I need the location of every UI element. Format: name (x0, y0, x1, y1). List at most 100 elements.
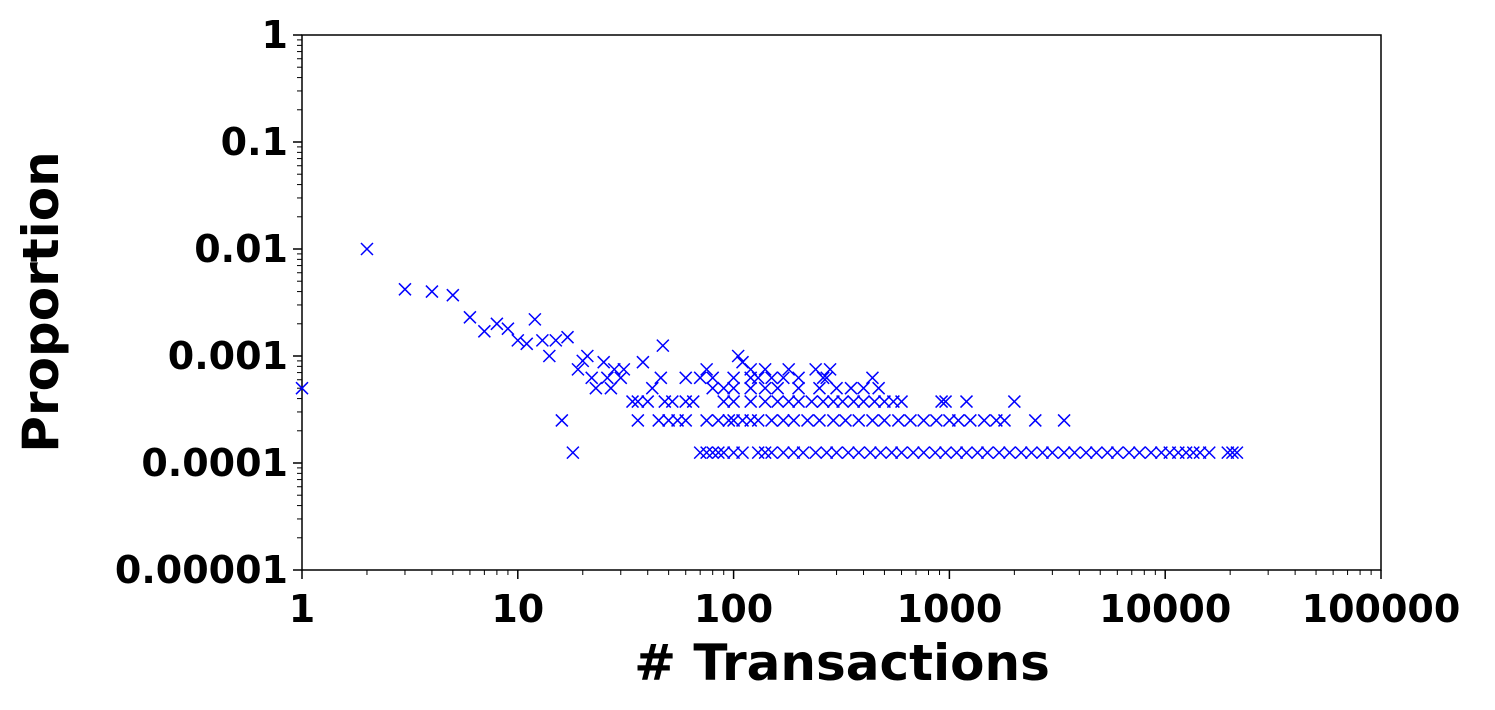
point-stroke (885, 446, 899, 460)
point (856, 395, 871, 409)
point (625, 395, 640, 409)
point (917, 413, 931, 427)
point (604, 381, 618, 395)
point-stroke (935, 395, 949, 409)
point (805, 395, 819, 409)
point (1202, 446, 1216, 460)
point-stroke (980, 446, 994, 460)
point (717, 395, 731, 409)
point (776, 371, 790, 385)
point-stroke (844, 381, 858, 395)
point-stroke (1057, 446, 1071, 460)
point (796, 446, 810, 460)
point (758, 362, 772, 376)
point-stroke (722, 413, 736, 427)
point-stroke (792, 395, 806, 409)
point-stroke (631, 413, 645, 427)
point (816, 395, 830, 409)
point (520, 337, 534, 351)
point (847, 395, 861, 409)
point (693, 371, 707, 385)
point (631, 413, 645, 427)
point-stroke (841, 446, 855, 460)
point (939, 446, 953, 460)
point-stroke (776, 413, 790, 427)
point (830, 381, 844, 395)
point-stroke (706, 446, 720, 460)
point-stroke (617, 362, 631, 376)
point (800, 413, 815, 427)
point (1179, 446, 1193, 460)
point-stroke (787, 413, 801, 427)
point-stroke (731, 349, 745, 363)
point-stroke (736, 355, 750, 369)
point (997, 413, 1012, 427)
point-stroke (939, 395, 953, 409)
point-stroke (787, 446, 801, 460)
point (877, 413, 891, 427)
point (792, 395, 806, 409)
point-stroke (950, 446, 964, 460)
point (549, 333, 563, 347)
point-stroke (917, 413, 931, 427)
point (1045, 446, 1059, 460)
point-stroke (765, 446, 779, 460)
point-stroke (1230, 446, 1244, 460)
point-stroke (693, 446, 707, 460)
point-stroke (977, 413, 991, 427)
point (727, 381, 741, 395)
point-stroke (812, 381, 827, 395)
point (787, 413, 801, 427)
point (706, 371, 720, 385)
point-stroke (963, 413, 977, 427)
point-stroke (360, 242, 374, 256)
point (1003, 446, 1017, 460)
point (360, 242, 374, 256)
point-stroke (894, 395, 909, 409)
point-stroke (1003, 446, 1017, 460)
point-stroke (939, 446, 953, 460)
point (980, 446, 994, 460)
point-stroke (652, 413, 666, 427)
point (679, 413, 693, 427)
point-stroke (604, 381, 618, 395)
point (1024, 446, 1038, 460)
point (765, 371, 779, 385)
point (1028, 413, 1042, 427)
point-stroke (711, 446, 725, 460)
point-stroke (679, 371, 693, 385)
point (852, 446, 866, 460)
point-stroke (425, 285, 439, 299)
point (885, 446, 899, 460)
point-stroke (700, 362, 714, 376)
point (501, 322, 515, 336)
point (758, 446, 772, 460)
point (841, 446, 855, 460)
point-stroke (906, 446, 920, 460)
point (607, 362, 621, 376)
point-stroke (826, 413, 840, 427)
point-stroke (736, 446, 750, 460)
x-axis-label: # Transactions (634, 634, 1050, 692)
point (463, 310, 477, 324)
y-tick-label: 0.1 (221, 120, 288, 164)
point (1079, 446, 1093, 460)
point-stroke (398, 282, 412, 296)
point (1057, 413, 1071, 427)
point (656, 339, 670, 353)
point (717, 381, 731, 395)
point (398, 282, 412, 296)
point-stroke (826, 395, 840, 409)
point (1144, 446, 1158, 460)
point-stroke (805, 395, 819, 409)
point-stroke (717, 395, 731, 409)
point (617, 362, 631, 376)
point (868, 395, 882, 409)
point (1193, 446, 1207, 460)
point (585, 371, 599, 385)
point-stroke (751, 371, 765, 385)
point (917, 446, 931, 460)
point-stroke (727, 381, 741, 395)
x-tick-label: 100 (694, 587, 773, 631)
point (528, 312, 542, 326)
